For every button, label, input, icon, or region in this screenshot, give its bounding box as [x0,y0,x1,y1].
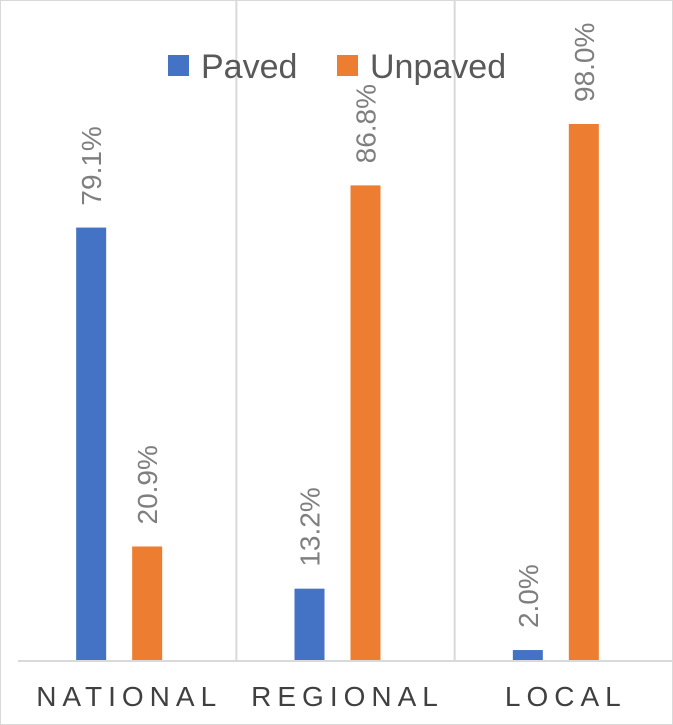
x-tick-label-regional: REGIONAL [251,681,444,712]
legend-swatch-paved [168,55,189,76]
x-tick-labels: NATIONAL REGIONAL LOCAL [36,681,627,712]
data-label-paved-national: 79.1% [76,126,107,205]
legend-label-unpaved: Unpaved [370,48,506,86]
data-label-unpaved-national: 20.9% [132,445,163,524]
legend-swatch-unpaved [337,55,358,76]
x-tick-label-local: LOCAL [505,681,627,712]
bar-paved-regional [294,588,325,661]
data-label-paved-regional: 13.2% [295,487,326,566]
bars-layer [76,124,599,662]
data-label-paved-local: 2.0% [513,564,544,628]
legend: Paved Unpaved [168,48,506,86]
bar-unpaved-local [568,124,599,661]
category-dividers [235,0,456,661]
data-label-unpaved-regional: 86.8% [351,84,382,163]
legend-label-paved: Paved [201,48,297,86]
x-tick-label-national: NATIONAL [36,681,222,712]
bar-unpaved-regional [350,185,381,661]
bar-unpaved-national [132,546,163,661]
data-label-unpaved-local: 98.0% [569,23,600,102]
bar-paved-national [76,227,107,662]
bar-paved-local [512,650,543,661]
data-labels-layer: 79.1% 20.9% 13.2% 86.8% 2.0% 98.0% [76,23,600,628]
